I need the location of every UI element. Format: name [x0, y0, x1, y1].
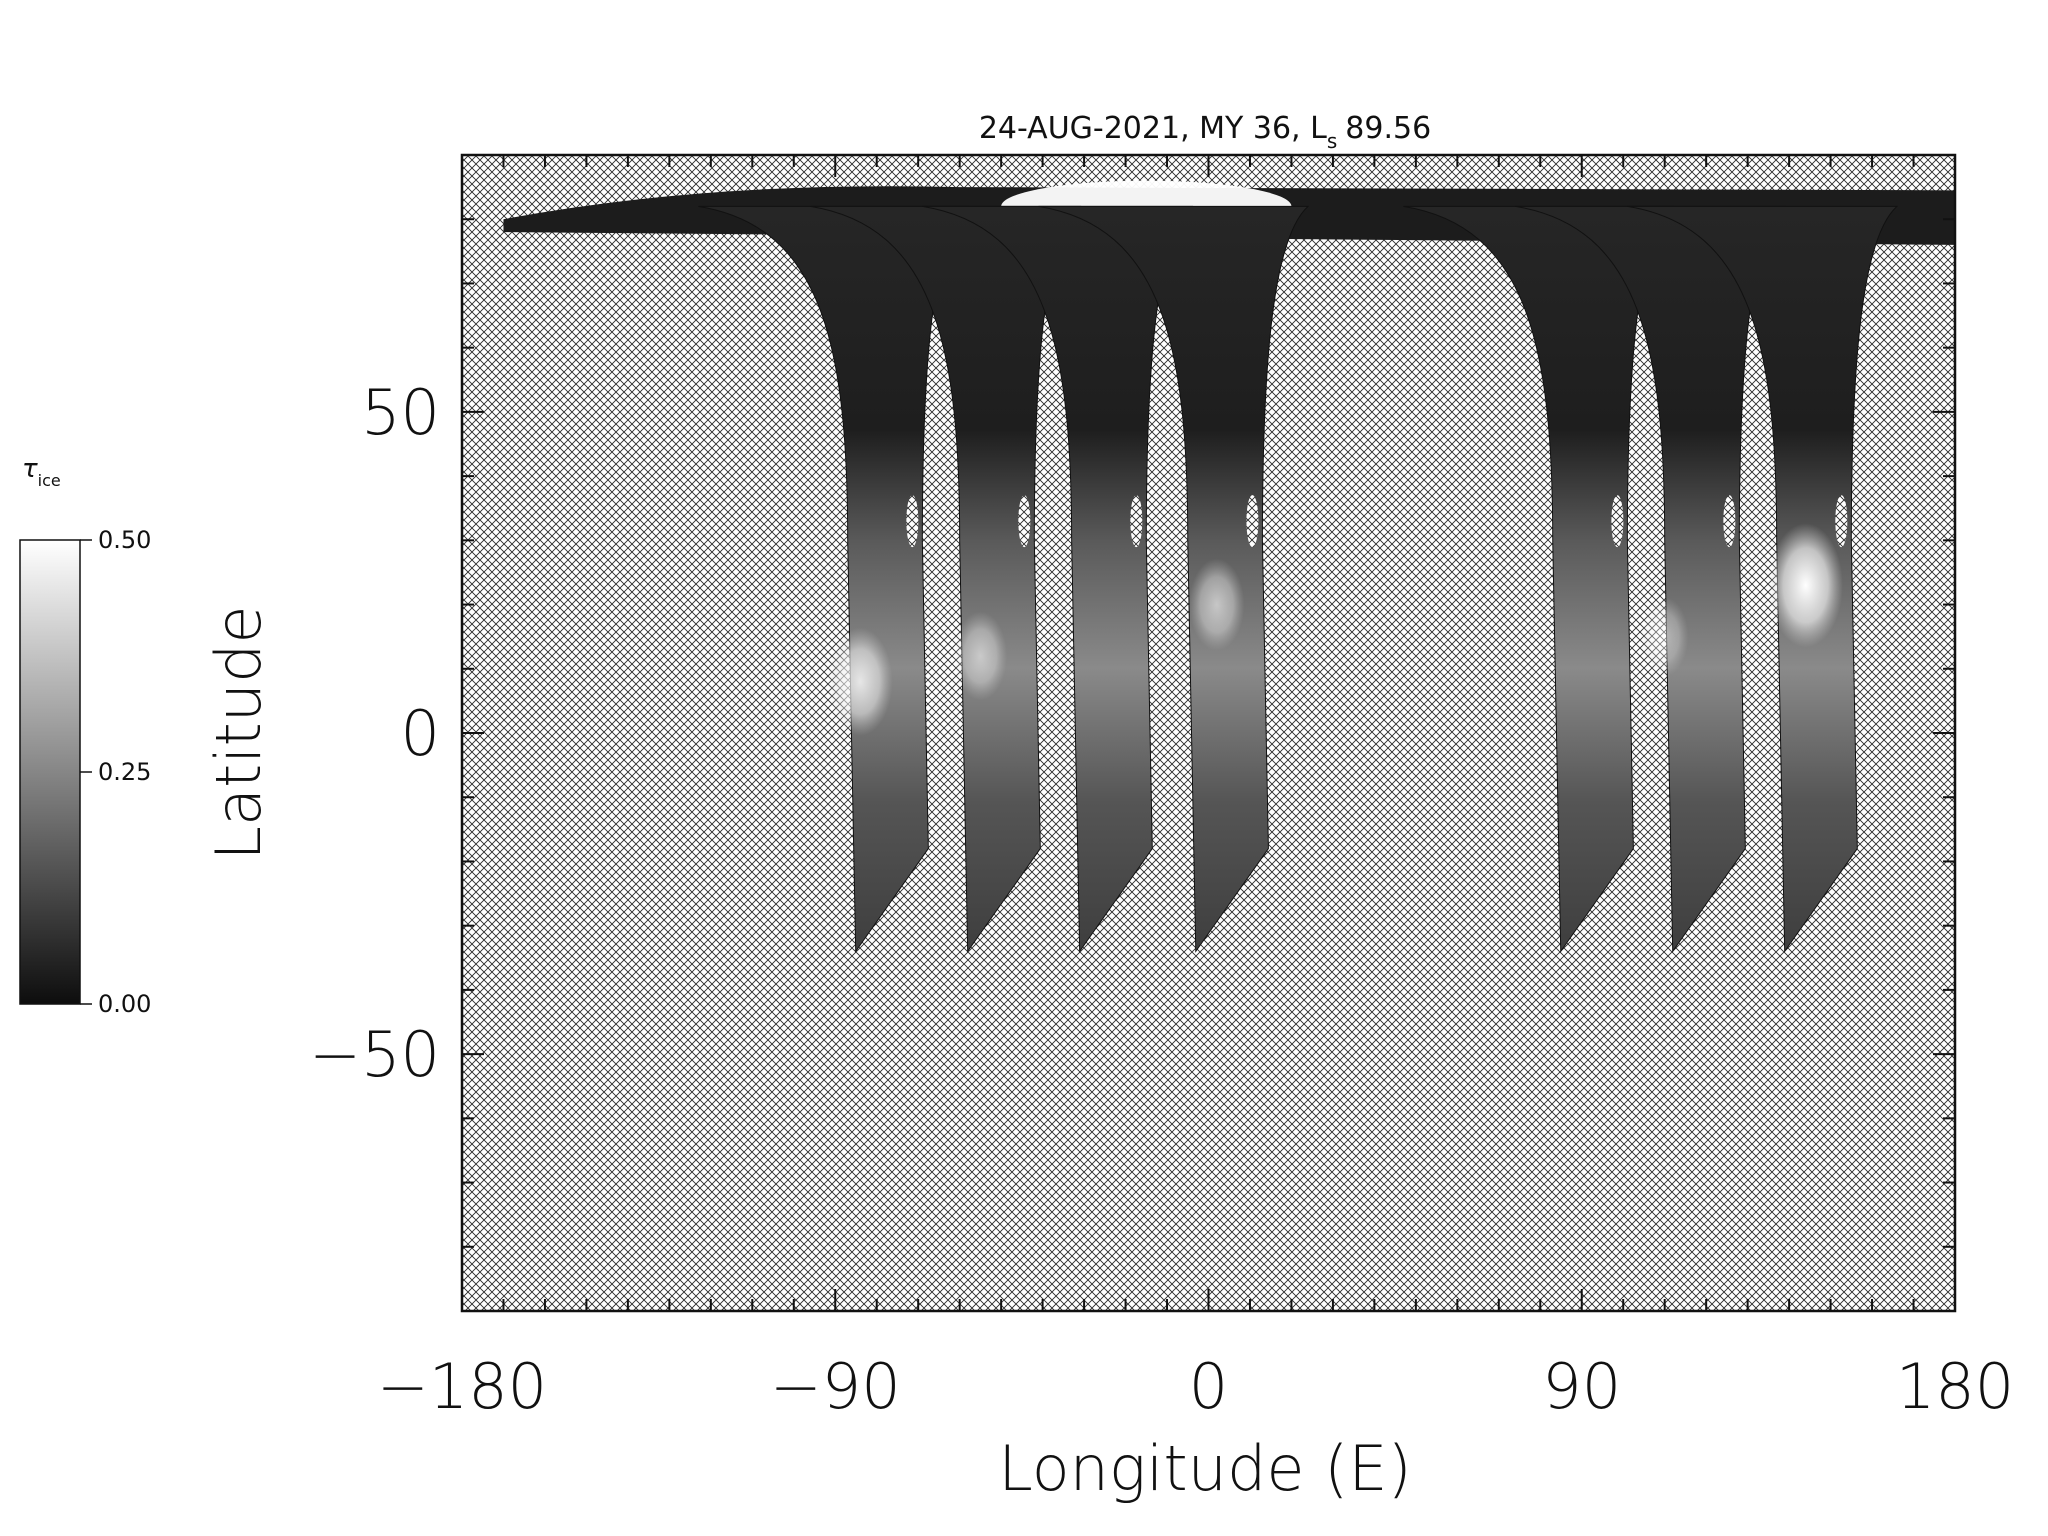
colorbar — [19, 539, 81, 1005]
title-ls-value: 89.56 — [1345, 111, 1431, 146]
x-tick-label: −180 — [377, 1350, 547, 1423]
x-tick-label: 180 — [1896, 1350, 2014, 1423]
x-axis-label: Longitude (E) — [998, 1432, 1411, 1505]
y-axis-label: Latitude — [202, 605, 275, 860]
bright-cloud-region — [827, 627, 893, 736]
swath — [1627, 205, 1899, 953]
x-tick-label: 90 — [1542, 1350, 1621, 1423]
y-tick-label: −50 — [309, 1018, 440, 1091]
swath-gap — [1835, 495, 1848, 548]
colorbar-label: τice — [22, 454, 61, 490]
colorbar-ticks: 0.00 0.25 0.50 — [80, 526, 151, 1018]
swath-gap — [1611, 495, 1624, 548]
colorbar-tick-label: 0.00 — [98, 990, 151, 1018]
swath-gap — [1246, 495, 1259, 548]
colorbar-label-subscript: ice — [38, 471, 61, 490]
swath-gap — [1130, 495, 1143, 548]
swath — [1038, 205, 1310, 953]
x-tick-label: 0 — [1189, 1350, 1228, 1423]
title-subscript: s — [1327, 129, 1337, 153]
y-tick-label: 0 — [401, 697, 440, 770]
chart-title: 24-AUG-2021, MY 36, Ls 89.56 — [979, 111, 1431, 153]
y-tick-labels: −50 0 50 — [309, 376, 440, 1091]
bright-cloud-region — [1640, 597, 1689, 677]
swath-gap — [906, 495, 919, 548]
colorbar-tick-label: 0.50 — [98, 526, 151, 554]
swath-gap — [1018, 495, 1031, 548]
x-tick-labels: −180 −90 0 90 180 — [377, 1350, 2014, 1423]
bright-cloud-region — [1189, 558, 1245, 651]
bright-cloud-region — [953, 611, 1008, 701]
colorbar-tick-label: 0.25 — [98, 758, 151, 786]
axis-ticks — [461, 154, 1956, 1312]
data-layer — [503, 180, 1955, 953]
bright-cloud-region — [1768, 523, 1843, 648]
x-tick-label: −90 — [770, 1350, 901, 1423]
y-tick-label: 50 — [361, 376, 440, 449]
swath-gap — [1723, 495, 1736, 548]
title-main: 24-AUG-2021, MY 36, L — [979, 111, 1327, 146]
colorbar-label-symbol: τ — [22, 454, 38, 484]
